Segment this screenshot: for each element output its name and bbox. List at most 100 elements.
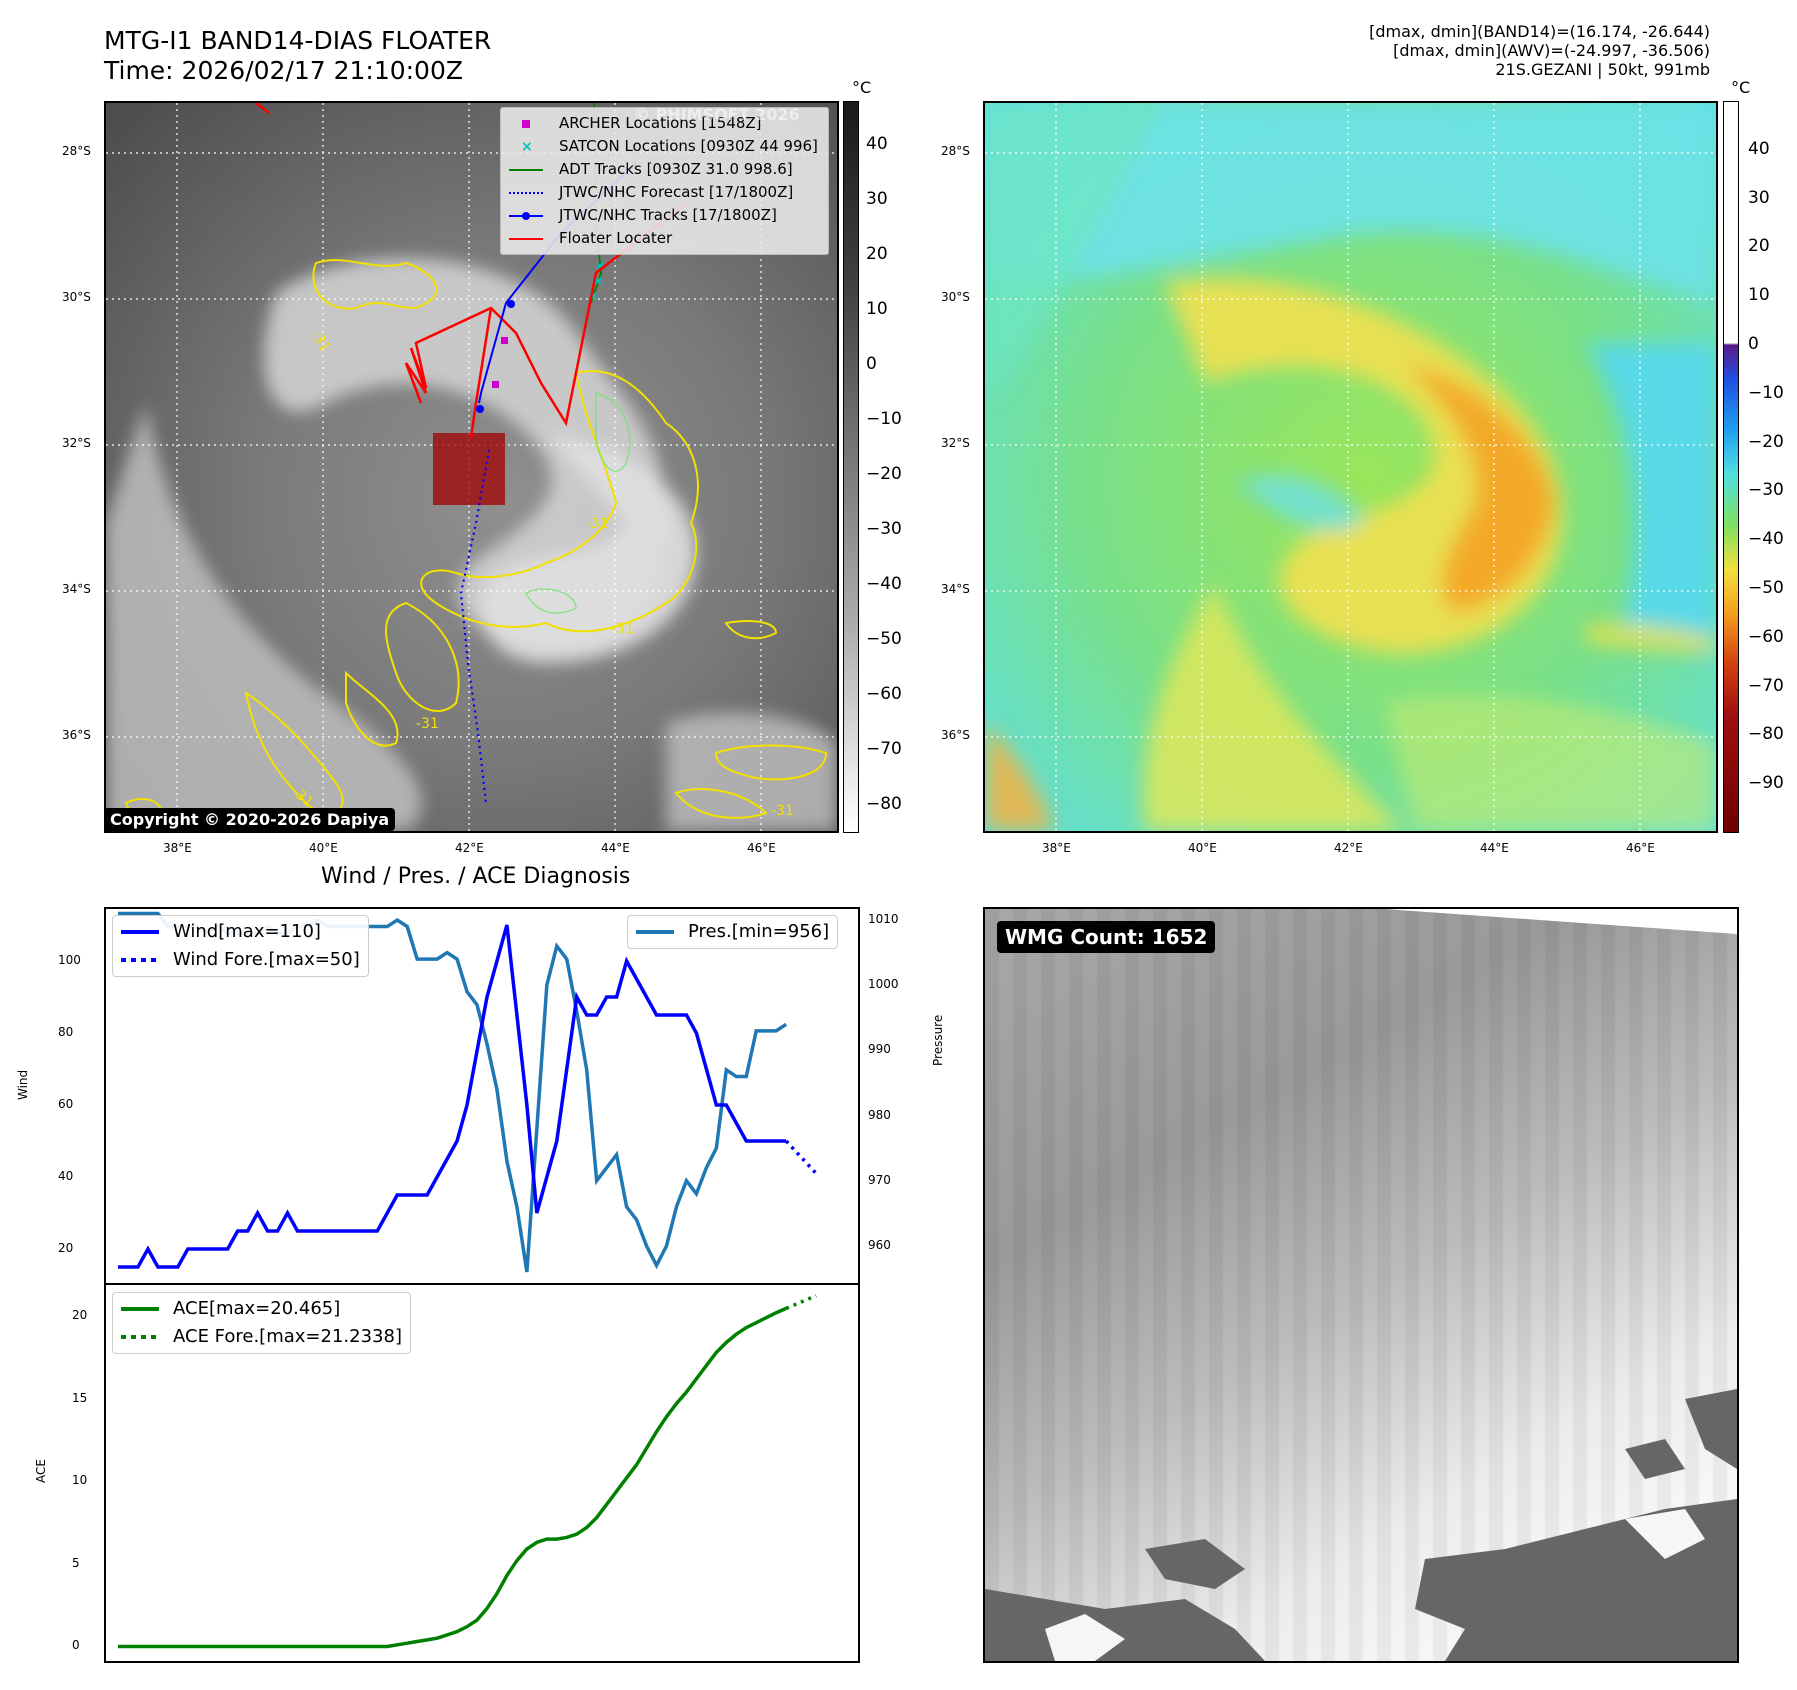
legend-wind-fore-label: Wind Fore.[max=50] bbox=[173, 949, 360, 970]
ir-colorbar bbox=[843, 101, 859, 833]
colorbar-tick: −70 bbox=[1748, 675, 1784, 696]
wind-axis-label: Wind bbox=[16, 1069, 30, 1100]
colorbar-tick: −10 bbox=[1748, 382, 1784, 403]
legend-ace-label: ACE[max=20.465] bbox=[173, 1298, 341, 1319]
colorbar-tick: 20 bbox=[866, 244, 888, 265]
legend-wind: Wind[max=110] bbox=[121, 918, 360, 946]
ace-tick-label: 10 bbox=[72, 1473, 88, 1488]
awv-lat-tick: 30°S bbox=[941, 290, 970, 304]
floater-swatch bbox=[509, 233, 543, 245]
pres-swatch bbox=[636, 930, 674, 934]
lat-tick: 36°S bbox=[62, 728, 91, 742]
wind-line bbox=[118, 924, 787, 1269]
colorbar-tick: −80 bbox=[1748, 724, 1784, 745]
colorbar-tick: −30 bbox=[866, 519, 902, 540]
cloud-band bbox=[106, 258, 837, 831]
legend-label: JTWC/NHC Tracks [17/1800Z] bbox=[559, 206, 777, 224]
ace-tick-label: 0 bbox=[72, 1638, 80, 1653]
legend-item-archer: ARCHER Locations [1548Z] bbox=[509, 112, 820, 135]
pres-tick-label: 970 bbox=[868, 1172, 891, 1187]
floater-locater-track bbox=[255, 103, 270, 114]
pressure-legend: Pres.[min=956] bbox=[627, 915, 839, 949]
colorbar-tick: −90 bbox=[1748, 773, 1784, 794]
floater-locater-track bbox=[404, 202, 687, 427]
ir-colorbar-unit: °C bbox=[852, 78, 872, 97]
lon-tick: 42°E bbox=[455, 841, 484, 855]
floater-box bbox=[433, 433, 505, 505]
colorbar-tick: 20 bbox=[1748, 236, 1770, 257]
ace-swatch bbox=[121, 1307, 159, 1311]
adt-swatch bbox=[509, 164, 543, 176]
pres-tick-label: 990 bbox=[868, 1042, 891, 1057]
ace-forecast-line bbox=[785, 1294, 817, 1310]
lon-tick: 40°E bbox=[309, 841, 338, 855]
legend-ace: ACE[max=20.465] bbox=[121, 1295, 402, 1323]
wind-fore-swatch bbox=[121, 958, 159, 962]
colorbar-tick: −20 bbox=[1748, 431, 1784, 452]
wmg-count-badge: WMG Count: 1652 bbox=[997, 921, 1216, 953]
contour-label: -31 bbox=[416, 716, 439, 732]
wmg-image bbox=[985, 909, 1737, 1661]
legend-ace-fore-label: ACE Fore.[max=21.2338] bbox=[173, 1326, 402, 1347]
pres-tick-label: 960 bbox=[868, 1237, 891, 1252]
colorbar-tick: 0 bbox=[1748, 334, 1759, 354]
lon-tick: 44°E bbox=[601, 841, 630, 855]
pres-tick-label: 980 bbox=[868, 1107, 891, 1122]
ace-line bbox=[118, 1306, 787, 1649]
wind-legend: Wind[max=110] Wind Fore.[max=50] bbox=[112, 915, 369, 977]
info-line-3: 21S.GEZANI | 50kt, 991mb bbox=[1495, 60, 1710, 79]
ace-legend: ACE[max=20.465] ACE Fore.[max=21.2338] bbox=[112, 1292, 411, 1354]
colorbar-tick: −60 bbox=[866, 684, 902, 705]
colorbar-tick: 30 bbox=[866, 189, 888, 210]
colorbar-tick: −10 bbox=[866, 409, 902, 430]
ace-fore-swatch bbox=[121, 1335, 159, 1339]
legend-pres-label: Pres.[min=956] bbox=[688, 921, 830, 942]
wind-tick-label: 40 bbox=[58, 1169, 74, 1183]
awv-lat-tick: 32°S bbox=[941, 436, 970, 450]
lat-tick: 32°S bbox=[62, 436, 91, 450]
legend-label: ARCHER Locations [1548Z] bbox=[559, 114, 762, 132]
colorbar-tick: 0 bbox=[866, 354, 877, 375]
contour-label: -31 bbox=[611, 621, 634, 637]
pres-tick-label: 1000 bbox=[868, 977, 899, 992]
awv-map-panel bbox=[983, 101, 1718, 833]
archer-marker bbox=[501, 337, 508, 344]
wind-tick-label: 60 bbox=[58, 1097, 74, 1111]
legend-label: JTWC/NHC Forecast [17/1800Z] bbox=[559, 183, 794, 201]
lat-tick: 30°S bbox=[62, 290, 91, 304]
wmg-bright-regions bbox=[1045, 1509, 1705, 1661]
legend-wind-label: Wind[max=110] bbox=[173, 921, 321, 942]
awv-lon-tick: 38°E bbox=[1042, 841, 1071, 855]
contour-label: -31 bbox=[771, 803, 794, 819]
wind-swatch bbox=[121, 930, 159, 934]
ace-axis-label: ACE bbox=[34, 1459, 48, 1483]
jtwc-tracks-swatch bbox=[509, 210, 543, 222]
legend-wind-fore: Wind Fore.[max=50] bbox=[121, 946, 360, 974]
legend-item-jtwc-tracks: JTWC/NHC Tracks [17/1800Z] bbox=[509, 204, 820, 227]
legend-item-satcon: × SATCON Locations [0930Z 44 996] bbox=[509, 135, 820, 158]
awv-lat-tick: 36°S bbox=[941, 728, 970, 742]
contour-minus31 bbox=[124, 259, 828, 821]
colorbar-tick: 30 bbox=[1748, 187, 1770, 208]
diagnosis-title: Wind / Pres. / ACE Diagnosis bbox=[321, 864, 631, 889]
wmg-texture bbox=[985, 909, 1737, 1661]
colorbar-tick: −40 bbox=[866, 574, 902, 595]
chart-title: MTG-I1 BAND14-DIAS FLOATER Time: 2026/02… bbox=[104, 26, 491, 86]
awv-colorbar-unit: °C bbox=[1731, 78, 1751, 97]
contour-green bbox=[524, 391, 631, 614]
colorbar-tick: −30 bbox=[1748, 480, 1784, 501]
copyright-badge: Copyright © 2020-2026 Dapiya bbox=[106, 808, 396, 831]
map-legend: ARCHER Locations [1548Z] × SATCON Locati… bbox=[500, 107, 829, 255]
pressure-axis-label: Pressure bbox=[931, 1014, 945, 1066]
colorbar-tick: −50 bbox=[866, 629, 902, 650]
legend-item-floater: Floater Locater bbox=[509, 227, 820, 250]
title-line-2: Time: 2026/02/17 21:10:00Z bbox=[104, 56, 463, 85]
legend-item-jtwc-forecast: JTWC/NHC Forecast [17/1800Z] bbox=[509, 181, 820, 204]
lon-tick: 38°E bbox=[163, 841, 192, 855]
awv-lat-tick: 34°S bbox=[941, 582, 970, 596]
archer-marker bbox=[492, 381, 499, 388]
lon-tick: 46°E bbox=[747, 841, 776, 855]
colorbar-tick: −50 bbox=[1748, 578, 1784, 598]
legend-label: Floater Locater bbox=[559, 229, 673, 247]
title-line-1: MTG-I1 BAND14-DIAS FLOATER bbox=[104, 26, 492, 55]
